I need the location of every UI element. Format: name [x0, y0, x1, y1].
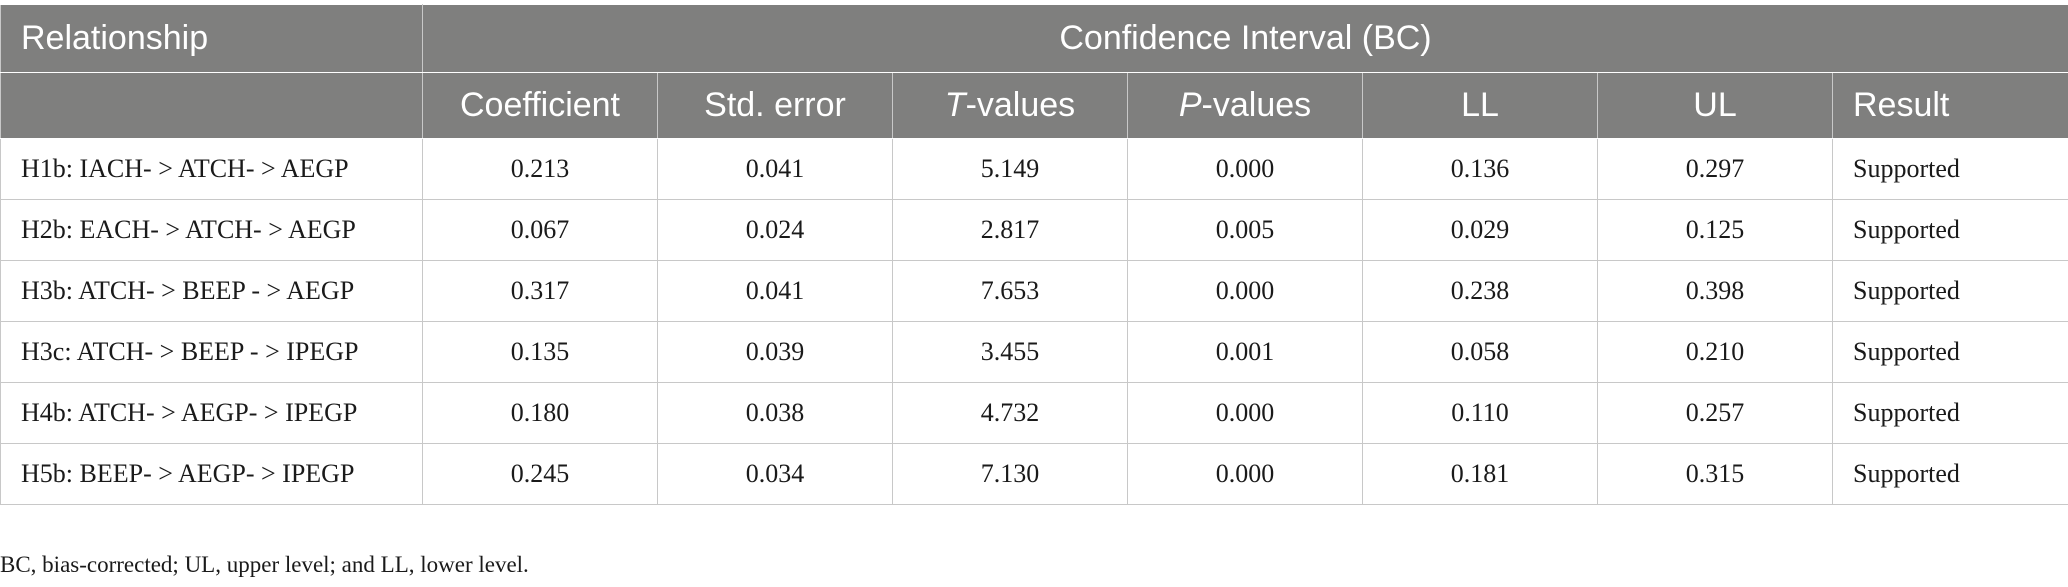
header-ll: LL	[1362, 72, 1598, 139]
header-p-suffix: -values	[1201, 86, 1312, 124]
cell-t: 7.653	[892, 260, 1128, 322]
cell-result: Supported	[1831, 443, 2068, 505]
cell-ul: 0.398	[1597, 260, 1833, 322]
cell-t: 5.149	[892, 138, 1128, 200]
header-coefficient: Coefficient	[422, 72, 658, 139]
cell-coefficient: 0.213	[422, 138, 658, 200]
cell-coefficient: 0.245	[422, 443, 658, 505]
header-relationship: Relationship	[0, 4, 423, 73]
cell-ul: 0.257	[1597, 382, 1833, 444]
cell-t: 7.130	[892, 443, 1128, 505]
cell-p: 0.001	[1127, 321, 1363, 383]
header-result: Result	[1831, 72, 2068, 139]
cell-coefficient: 0.135	[422, 321, 658, 383]
cell-relationship: H1b: IACH- > ATCH- > AEGP	[0, 138, 423, 200]
cell-ll: 0.238	[1362, 260, 1598, 322]
cell-p: 0.000	[1127, 260, 1363, 322]
header-t-italic: T	[944, 86, 966, 124]
cell-p: 0.005	[1127, 199, 1363, 261]
table-row: H3c: ATCH- > BEEP - > IPEGP 0.135 0.039 3.4…	[0, 321, 2068, 383]
cell-result: Supported	[1831, 138, 2068, 200]
cell-p: 0.000	[1127, 138, 1363, 200]
header-p-values: P-values	[1127, 72, 1363, 139]
table-body: H1b: IACH- > ATCH- > AEGP 0.213 0.041 5.149…	[0, 138, 2068, 505]
cell-relationship: H2b: EACH- > ATCH- > AEGP	[0, 199, 423, 261]
table-footnote: BC, bias-corrected; UL, upper level; and…	[0, 552, 529, 577]
cell-result: Supported	[1831, 199, 2068, 261]
header-t-suffix: -values	[965, 86, 1076, 124]
cell-ll: 0.029	[1362, 199, 1598, 261]
table-row: H5b: BEEP- > AEGP- > IPEGP 0.245 0.034 7.13…	[0, 443, 2068, 505]
cell-ul: 0.125	[1597, 199, 1833, 261]
cell-t: 3.455	[892, 321, 1128, 383]
cell-relationship: H3b: ATCH- > BEEP - > AEGP	[0, 260, 423, 322]
cell-ul: 0.315	[1597, 443, 1833, 505]
cell-ul: 0.210	[1597, 321, 1833, 383]
cell-result: Supported	[1831, 260, 2068, 322]
cell-coefficient: 0.317	[422, 260, 658, 322]
cell-ul: 0.297	[1597, 138, 1833, 200]
cell-std-error: 0.038	[657, 382, 893, 444]
cell-coefficient: 0.067	[422, 199, 658, 261]
table-row: H2b: EACH- > ATCH- > AEGP 0.067 0.024 2.817…	[0, 199, 2068, 261]
cell-result: Supported	[1831, 382, 2068, 444]
cell-ll: 0.181	[1362, 443, 1598, 505]
table-row: H1b: IACH- > ATCH- > AEGP 0.213 0.041 5.149…	[0, 138, 2068, 200]
cell-t: 4.732	[892, 382, 1128, 444]
cell-result: Supported	[1831, 321, 2068, 383]
header-confidence-interval: Confidence Interval (BC)	[421, 4, 2068, 73]
cell-p: 0.000	[1127, 382, 1363, 444]
cell-std-error: 0.041	[657, 260, 893, 322]
cell-std-error: 0.039	[657, 321, 893, 383]
cell-p: 0.000	[1127, 443, 1363, 505]
header-t-values: T-values	[892, 72, 1128, 139]
cell-ll: 0.110	[1362, 382, 1598, 444]
table-row: H3b: ATCH- > BEEP - > AEGP 0.317 0.041 7.65…	[0, 260, 2068, 322]
table-row: H4b: ATCH- > AEGP- > IPEGP 0.180 0.038 4.73…	[0, 382, 2068, 444]
header-empty	[0, 72, 423, 139]
table-header: Relationship Confidence Interval (BC) Co…	[0, 4, 2068, 139]
cell-relationship: H3c: ATCH- > BEEP - > IPEGP	[0, 321, 423, 383]
cell-relationship: H5b: BEEP- > AEGP- > IPEGP	[0, 443, 423, 505]
results-table-container: Relationship Confidence Interval (BC) Co…	[0, 4, 2068, 505]
cell-std-error: 0.034	[657, 443, 893, 505]
cell-ll: 0.058	[1362, 321, 1598, 383]
cell-coefficient: 0.180	[422, 382, 658, 444]
mediation-results-table: Relationship Confidence Interval (BC) Co…	[0, 4, 2068, 505]
cell-t: 2.817	[892, 199, 1128, 261]
cell-relationship: H4b: ATCH- > AEGP- > IPEGP	[0, 382, 423, 444]
header-std-error: Std. error	[657, 72, 893, 139]
cell-ll: 0.136	[1362, 138, 1598, 200]
cell-std-error: 0.024	[657, 199, 893, 261]
cell-std-error: 0.041	[657, 138, 893, 200]
header-p-italic: P	[1178, 86, 1202, 124]
header-ul: UL	[1597, 72, 1833, 139]
